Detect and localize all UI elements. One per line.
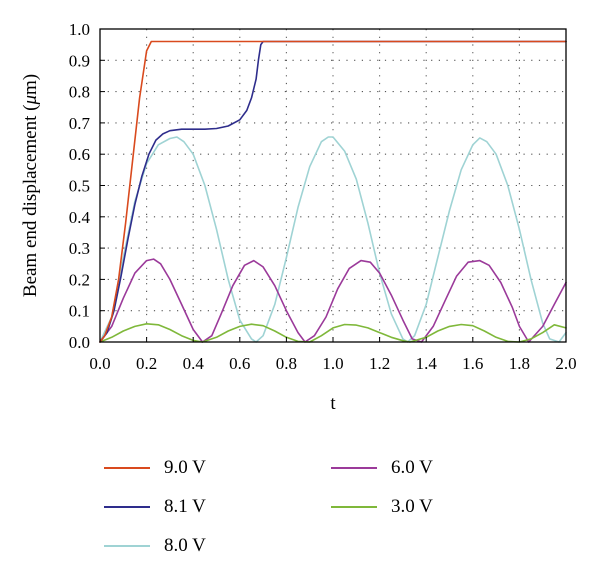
legend-item-9v: 9.0 V <box>104 456 206 480</box>
x-tick-label: 1.2 <box>369 354 390 373</box>
x-tick-label: 0.2 <box>136 354 157 373</box>
y-axis-title-text: Beam end displacement ( <box>20 105 41 298</box>
legend-item-6v: 6.0 V <box>331 456 433 480</box>
y-axis-ticks: 0.0 0.1 0.2 0.3 0.4 0.5 0.6 0.7 0.8 0.9 1.0 <box>69 20 105 352</box>
series-line-3 <box>99 258 567 343</box>
y-tick-label: 0.0 <box>69 333 90 352</box>
legend-label: 9.0 V <box>164 457 206 478</box>
x-tick-label: 1.0 <box>322 354 343 373</box>
series-line-1 <box>99 40 567 343</box>
y-tick-label: 0.1 <box>69 302 90 321</box>
y-tick-label: 0.9 <box>69 51 90 70</box>
y-tick-label: 0.7 <box>69 114 91 133</box>
x-axis-title: t <box>330 393 336 414</box>
legend-label: 8.1 V <box>164 496 206 517</box>
y-tick-label: 0.8 <box>69 83 90 102</box>
legend: 9.0 V 8.1 V 8.0 V 6.0 V 3.0 V <box>0 448 600 568</box>
x-tick-label: 2.0 <box>555 354 576 373</box>
legend-label: 6.0 V <box>391 457 433 478</box>
x-tick-label: 0.4 <box>183 354 205 373</box>
y-tick-label: 0.6 <box>69 145 90 164</box>
y-tick-label: 0.4 <box>69 208 91 227</box>
legend-label: 8.0 V <box>164 535 206 556</box>
series-line-4 <box>99 322 567 343</box>
x-tick-label: 1.6 <box>462 354 483 373</box>
legend-swatch <box>104 467 150 469</box>
y-axis-title-unit: m) <box>20 74 41 95</box>
x-tick-label: 0.8 <box>276 354 297 373</box>
legend-swatch <box>331 506 377 508</box>
series-line-2 <box>99 136 567 343</box>
y-tick-label: 0.3 <box>69 239 90 258</box>
x-tick-label: 0.6 <box>229 354 250 373</box>
series-line-0 <box>99 40 567 343</box>
legend-label: 3.0 V <box>391 496 433 517</box>
x-tick-label: 1.4 <box>416 354 438 373</box>
legend-item-3v: 3.0 V <box>331 495 433 519</box>
legend-item-8-1v: 8.1 V <box>104 495 206 519</box>
y-tick-label: 0.2 <box>69 270 90 289</box>
legend-swatch <box>104 506 150 508</box>
x-tick-label: 0.0 <box>89 354 110 373</box>
x-axis-ticks: 0.0 0.2 0.4 0.6 0.8 1.0 1.2 1.4 1.6 1.8 2.0 <box>89 337 577 373</box>
y-axis-title: Beam end displacement (μm) <box>20 74 41 297</box>
y-axis-title-unit-symbol: μ <box>20 95 41 106</box>
x-tick-label: 1.8 <box>509 354 530 373</box>
legend-item-8v: 8.0 V <box>104 534 206 558</box>
y-tick-label: 1.0 <box>69 20 90 39</box>
legend-swatch <box>331 467 377 469</box>
grid <box>100 29 566 342</box>
series-lines <box>99 40 567 343</box>
line-chart: 0.0 0.2 0.4 0.6 0.8 1.0 1.2 1.4 1.6 1.8 2.0 0.0 0.1… <box>20 20 577 414</box>
y-tick-label: 0.5 <box>69 177 90 196</box>
legend-swatch <box>104 545 150 547</box>
